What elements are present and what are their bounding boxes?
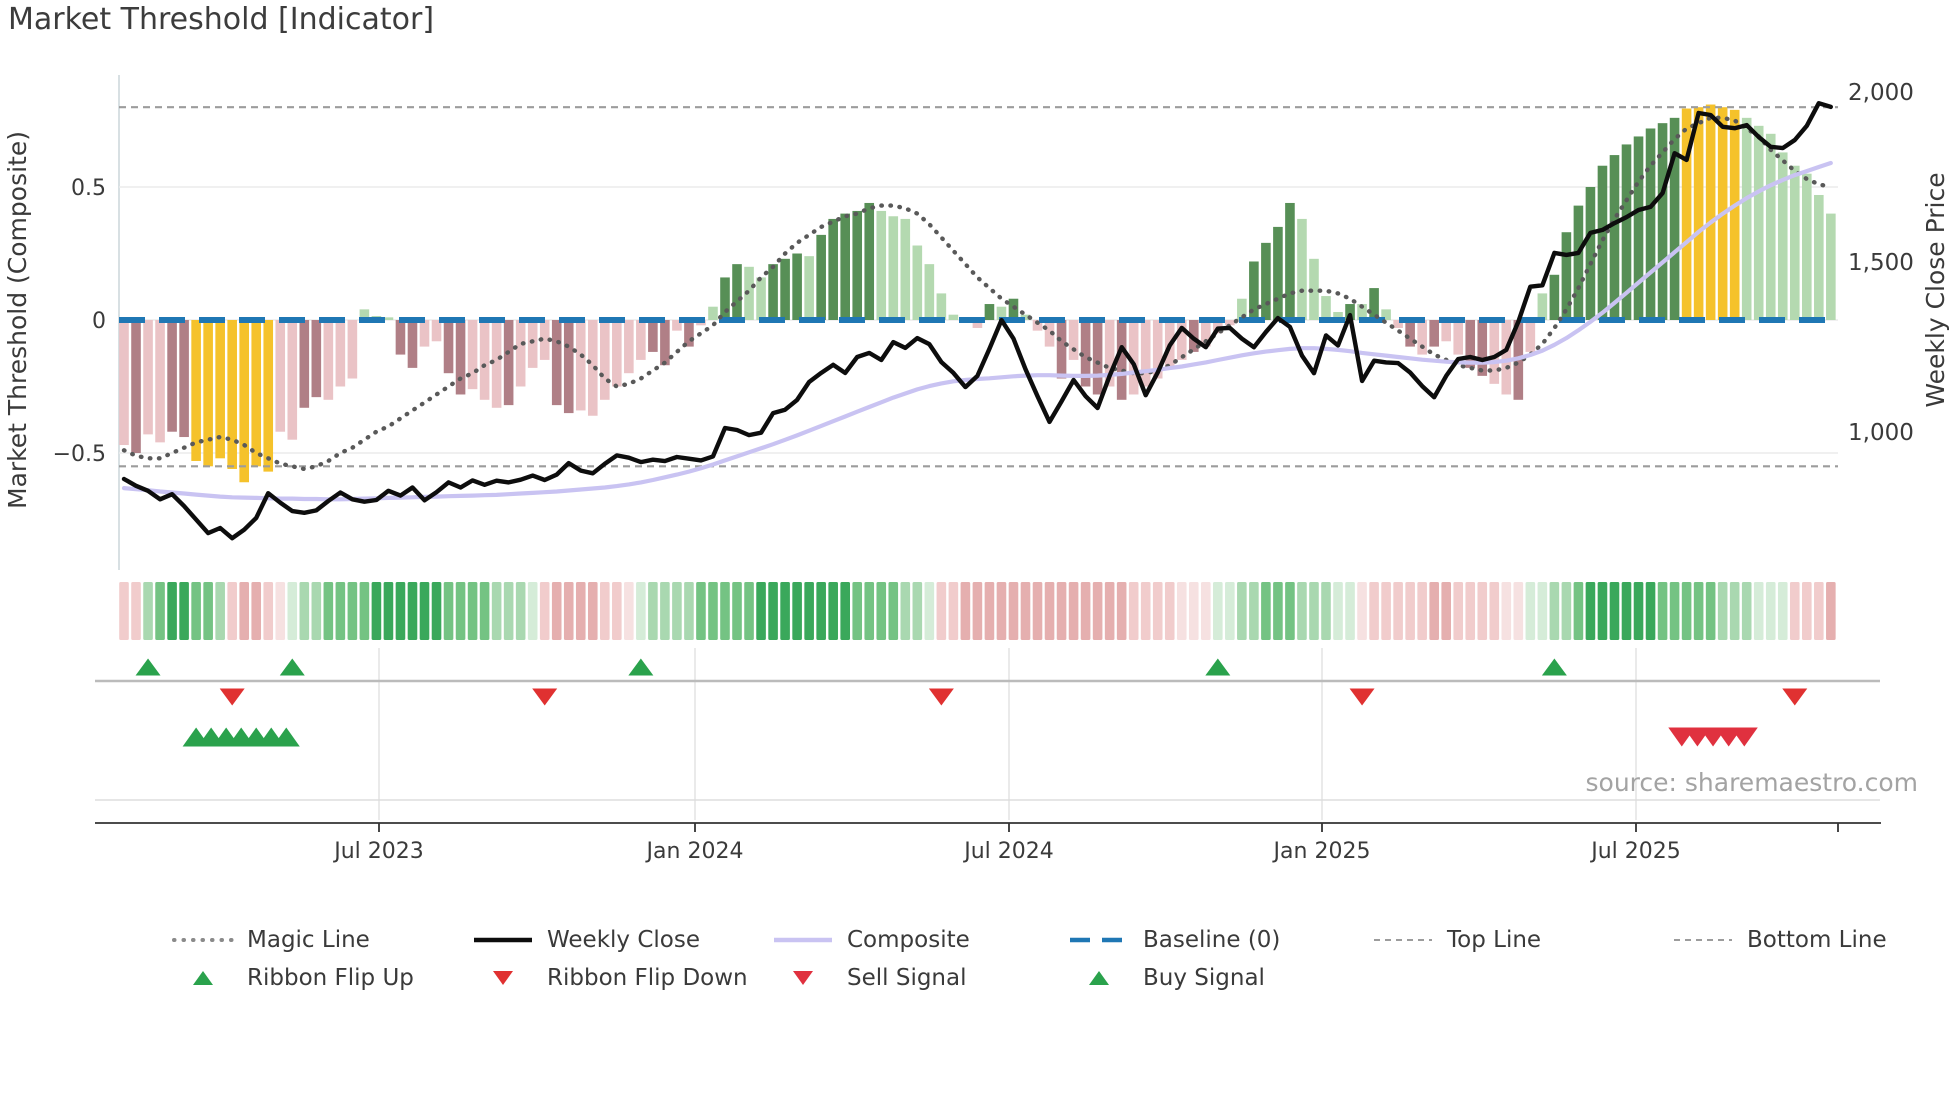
right-axis-title: Weekly Close Price (1921, 172, 1950, 407)
y-tick-left-2: −0.5 (53, 442, 106, 467)
legend-label: Weekly Close (547, 927, 700, 953)
baseline-swatch (1068, 929, 1130, 951)
legend-label: Ribbon Flip Down (547, 965, 748, 991)
buy-triangle-icon (1068, 967, 1130, 989)
x-tick-4: Jul 2025 (1589, 839, 1681, 864)
magic-line-swatch (172, 929, 234, 951)
weekly-close-swatch (472, 929, 534, 951)
x-tick-1: Jan 2024 (645, 839, 744, 864)
legend-item-ribbon-flip-down: Ribbon Flip Down (472, 965, 748, 991)
trend-ribbon (119, 582, 1836, 640)
legend-label: Sell Signal (847, 965, 967, 991)
y-tick-right-1: 1,500 (1848, 250, 1914, 276)
legend-item-ribbon-flip-up: Ribbon Flip Up (172, 965, 414, 991)
legend-item-magic-line: Magic Line (172, 927, 370, 953)
bottom-line-swatch (1672, 929, 1734, 951)
x-tick-0: Jul 2023 (332, 839, 424, 864)
y-tick-right-2: 1,000 (1848, 420, 1914, 446)
legend-item-composite: Composite (772, 927, 970, 953)
flip-up-triangle-icon (172, 967, 234, 989)
source-note: source: sharemaestro.com (1585, 768, 1919, 797)
legend-label: Composite (847, 927, 970, 953)
legend-label: Baseline (0) (1143, 927, 1281, 953)
flip-down-triangle-icon (472, 967, 534, 989)
plot-area (95, 75, 1881, 832)
y-tick-left-1: 0 (92, 309, 106, 334)
legend-item-sell-signal: Sell Signal (772, 965, 967, 991)
legend-label: Buy Signal (1143, 965, 1265, 991)
legend-label: Ribbon Flip Up (247, 965, 414, 991)
signal-markers (135, 658, 1808, 747)
top-line-swatch (1372, 929, 1434, 951)
legend-label: Magic Line (247, 927, 370, 953)
legend-item-weekly-close: Weekly Close (472, 927, 700, 953)
sell-triangle-icon (772, 967, 834, 989)
composite-swatch (772, 929, 834, 951)
threshold-bars (119, 104, 1836, 483)
legend-label: Bottom Line (1747, 927, 1887, 953)
legend-item-bottom-line: Bottom Line (1672, 927, 1887, 953)
left-axis-title: Market Threshold (Composite) (3, 131, 32, 509)
y-tick-right-0: 2,000 (1848, 80, 1914, 106)
chart-title: Market Threshold [Indicator] (8, 2, 435, 37)
x-tick-2: Jul 2024 (962, 839, 1054, 864)
x-tick-3: Jan 2025 (1272, 839, 1371, 864)
legend-label: Top Line (1447, 927, 1542, 953)
legend-item-top-line: Top Line (1372, 927, 1541, 953)
legend-item-baseline: Baseline (0) (1068, 927, 1280, 953)
y-tick-left-0: 0.5 (71, 176, 106, 201)
legend-item-buy-signal: Buy Signal (1068, 965, 1265, 991)
